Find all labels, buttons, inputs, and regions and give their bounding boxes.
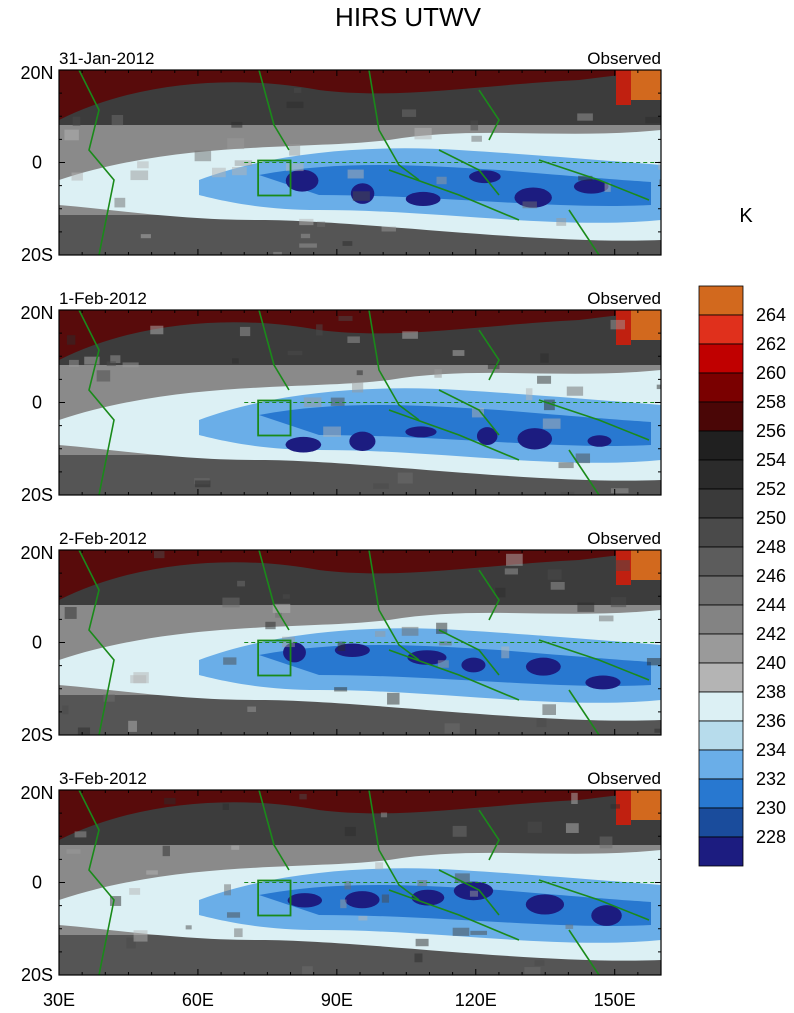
colorbar-swatch bbox=[698, 662, 744, 693]
colorbar-level-label: 240 bbox=[756, 653, 786, 673]
colorbar-level-label: 258 bbox=[756, 392, 786, 412]
colorbar-level-label: 256 bbox=[756, 421, 786, 441]
colorbar-unit: K bbox=[739, 205, 753, 227]
panel-label: Observed bbox=[587, 769, 661, 788]
colorbar-level-label: 232 bbox=[756, 769, 786, 789]
colorbar-swatch bbox=[698, 633, 744, 664]
colorbar-swatch bbox=[698, 546, 744, 577]
colorbar-swatch bbox=[698, 430, 744, 461]
latitude-tick-label: 20N bbox=[20, 783, 53, 803]
colorbar-level-label: 246 bbox=[756, 566, 786, 586]
longitude-ticks: 30E 60E 90E 120E 150E bbox=[43, 990, 636, 1010]
colorbar-level-label: 262 bbox=[756, 334, 786, 354]
colorbar-swatch bbox=[698, 401, 744, 432]
colorbar-swatch bbox=[698, 343, 744, 374]
latitude-tick-label: 20S bbox=[21, 725, 53, 745]
map-panels: 31-Jan-2012 Observed 20N 0 20S 1-Feb-2012 Obse… bbox=[20, 49, 662, 985]
longitude-tick-label: 60E bbox=[182, 990, 214, 1010]
panel-label: Observed bbox=[587, 529, 661, 548]
colorbar-level-label: 254 bbox=[756, 450, 786, 470]
panel-date: 31-Jan-2012 bbox=[59, 49, 154, 68]
colorbar-swatch bbox=[698, 517, 744, 548]
colorbar-level-label: 250 bbox=[756, 508, 786, 528]
map-panel: 1-Feb-2012 Observed 20N 0 20S bbox=[20, 289, 662, 505]
colorbar-swatch bbox=[698, 488, 744, 519]
latitude-tick-label: 20N bbox=[20, 63, 53, 83]
panel-label: Observed bbox=[587, 49, 661, 68]
colorbar-swatch bbox=[698, 836, 744, 867]
panel-date: 3-Feb-2012 bbox=[59, 769, 147, 788]
latitude-tick-label: 0 bbox=[32, 633, 42, 653]
map-panel: 31-Jan-2012 Observed 20N 0 20S bbox=[20, 49, 662, 265]
latitude-tick-label: 0 bbox=[32, 153, 42, 173]
colorbar-swatch bbox=[698, 372, 744, 403]
longitude-tick-label: 150E bbox=[594, 990, 636, 1010]
latitude-tick-label: 20N bbox=[20, 303, 53, 323]
longitude-tick-label: 90E bbox=[321, 990, 353, 1010]
colorbar-swatch bbox=[698, 575, 744, 606]
map-panel: 2-Feb-2012 Observed 20N 0 20S bbox=[20, 529, 662, 745]
panel-date: 1-Feb-2012 bbox=[59, 289, 147, 308]
latitude-tick-label: 0 bbox=[32, 393, 42, 413]
colorbar-swatch bbox=[698, 459, 744, 490]
colorbar-level-label: 236 bbox=[756, 711, 786, 731]
colorbar-level-label: 248 bbox=[756, 537, 786, 557]
figure-title: HIRS UTWV bbox=[335, 2, 482, 32]
longitude-tick-label: 30E bbox=[43, 990, 75, 1010]
colorbar-swatch bbox=[698, 778, 744, 809]
latitude-tick-label: 20S bbox=[21, 245, 53, 265]
colorbar-swatch bbox=[698, 285, 744, 316]
colorbar-level-label: 238 bbox=[756, 682, 786, 702]
colorbar-swatch bbox=[698, 604, 744, 635]
colorbar-swatch bbox=[698, 807, 744, 838]
colorbar-swatch bbox=[698, 314, 744, 345]
colorbar-level-label: 264 bbox=[756, 305, 786, 325]
colorbar-level-label: 260 bbox=[756, 363, 786, 383]
longitude-tick-label: 120E bbox=[455, 990, 497, 1010]
latitude-tick-label: 0 bbox=[32, 873, 42, 893]
latitude-tick-label: 20N bbox=[20, 543, 53, 563]
colorbar-level-label: 228 bbox=[756, 827, 786, 847]
colorbar-swatch bbox=[698, 720, 744, 751]
colorbar-swatch bbox=[698, 749, 744, 780]
panel-date: 2-Feb-2012 bbox=[59, 529, 147, 548]
colorbar-level-label: 244 bbox=[756, 595, 786, 615]
colorbar: 264 262 260 258 256 254 252 250 248 246 244 242 240 2… bbox=[698, 285, 786, 867]
latitude-tick-label: 20S bbox=[21, 965, 53, 985]
colorbar-level-label: 230 bbox=[756, 798, 786, 818]
colorbar-swatch bbox=[698, 691, 744, 722]
colorbar-level-label: 252 bbox=[756, 479, 786, 499]
latitude-tick-label: 20S bbox=[21, 485, 53, 505]
map-panel: 3-Feb-2012 Observed 20N 0 20S bbox=[20, 769, 662, 985]
colorbar-level-label: 234 bbox=[756, 740, 786, 760]
colorbar-level-label: 242 bbox=[756, 624, 786, 644]
panel-label: Observed bbox=[587, 289, 661, 308]
